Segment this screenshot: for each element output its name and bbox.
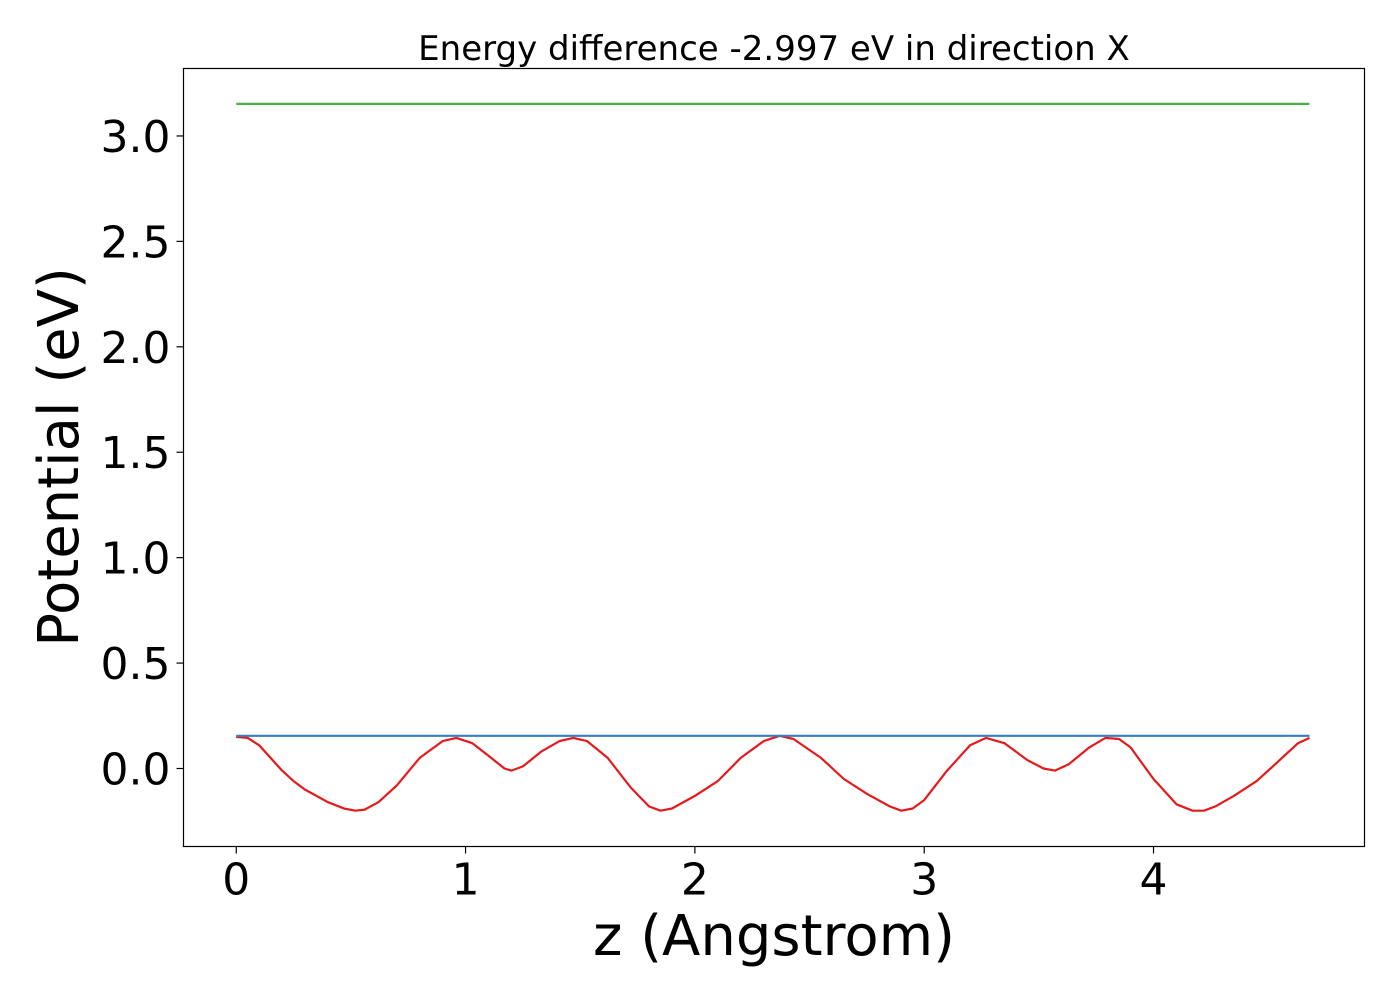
series-line-0 xyxy=(236,734,1310,812)
y-tick-label: 3.0 xyxy=(101,112,171,163)
y-tick-label: 1.5 xyxy=(101,428,171,479)
x-tick-label: 0 xyxy=(222,855,250,906)
y-tick-label: 0.0 xyxy=(101,744,171,795)
plot-area: 0 1 2 3 4 0.0 0.5 1.0 1.5 2.0 2.5 3.0 xyxy=(101,102,1310,906)
y-tick-label: 2.5 xyxy=(101,217,171,268)
plot-frame xyxy=(182,67,1366,848)
x-tick-label: 4 xyxy=(1140,855,1168,906)
x-tick-label: 1 xyxy=(452,855,480,906)
chart-title: Energy difference -2.997 eV in direction… xyxy=(418,29,1130,69)
y-axis-label: Potential (eV) xyxy=(27,267,92,647)
x-tick-label: 2 xyxy=(681,855,709,906)
y-tick-label: 1.0 xyxy=(101,534,171,585)
y-tick-label: 2.0 xyxy=(101,323,171,374)
y-tick-label: 0.5 xyxy=(101,639,171,690)
x-axis-label: z (Angstrom) xyxy=(593,904,955,969)
x-tick-label: 3 xyxy=(910,855,938,906)
